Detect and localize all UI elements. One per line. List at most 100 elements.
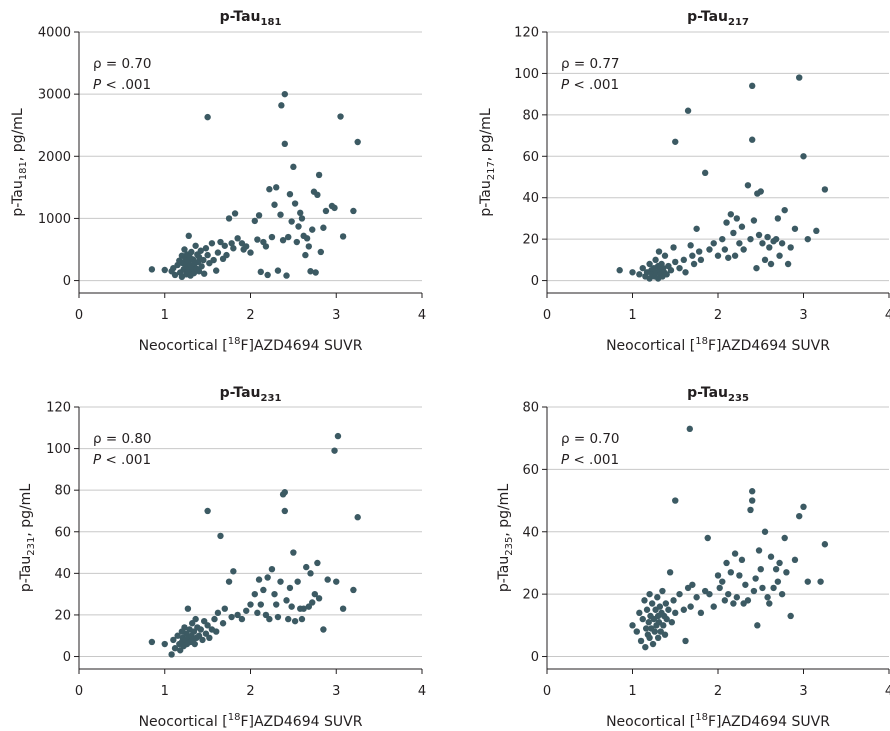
- data-point: [171, 271, 179, 279]
- data-point: [740, 246, 747, 253]
- data-point: [759, 584, 766, 592]
- x-axis-label: Neocortical [18F]AZD4694 SUVR: [606, 712, 830, 730]
- data-point: [706, 590, 713, 598]
- data-point: [191, 640, 198, 648]
- data-point: [213, 267, 220, 274]
- data-point: [752, 575, 759, 582]
- data-point: [787, 612, 794, 620]
- y-tick-label: 0: [63, 650, 71, 665]
- x-tick-label: 0: [75, 308, 83, 323]
- data-point: [738, 223, 746, 230]
- rho-annotation: ρ = 0.70: [93, 56, 152, 72]
- data-point: [744, 182, 752, 189]
- data-point: [283, 597, 290, 604]
- data-point: [817, 578, 824, 585]
- data-point: [247, 601, 254, 608]
- data-point: [294, 578, 301, 585]
- data-point: [656, 603, 664, 610]
- data-point: [642, 625, 650, 632]
- data-point: [648, 600, 656, 607]
- data-point: [225, 215, 233, 222]
- data-point: [733, 594, 741, 601]
- data-point: [719, 578, 726, 585]
- data-point: [281, 140, 288, 148]
- data-point: [298, 615, 306, 623]
- data-point: [273, 601, 280, 608]
- data-point: [742, 581, 749, 588]
- y-axis-label: p-Tau181, pg/mL: [10, 108, 29, 216]
- data-point: [168, 651, 175, 658]
- y-tick-label: 4000: [38, 26, 71, 41]
- data-point: [719, 235, 726, 243]
- data-point: [277, 578, 284, 585]
- data-point: [747, 235, 754, 243]
- data-point: [682, 637, 689, 645]
- data-point: [662, 600, 670, 607]
- panel-3: 0 20 40 60 80 0 1 2 3 4 p-Tau235 Neocortical [18F]A…: [496, 385, 890, 730]
- data-point: [725, 590, 732, 598]
- data-point: [230, 245, 237, 252]
- data-point: [312, 269, 319, 276]
- data-point: [181, 246, 188, 253]
- data-point: [200, 270, 208, 277]
- data-point: [639, 615, 646, 623]
- data-point: [234, 611, 241, 619]
- data-point: [213, 628, 220, 635]
- data-point: [731, 252, 739, 259]
- data-point: [721, 246, 729, 253]
- panel-0: 0 1000 2000 3000 4000 0 1 2 3 4 p-Tau181 Neocortica…: [10, 9, 426, 354]
- data-point: [738, 556, 746, 564]
- data-point: [686, 425, 693, 433]
- data-point: [268, 233, 276, 241]
- x-tick-label: 4: [418, 684, 426, 699]
- data-point: [210, 256, 217, 264]
- data-point: [221, 605, 228, 612]
- data-point: [714, 572, 722, 579]
- data-point: [268, 565, 276, 573]
- x-tick-label: 1: [161, 308, 169, 323]
- data-point: [778, 240, 786, 247]
- data-point: [639, 264, 646, 272]
- data-point: [636, 271, 643, 278]
- data-point: [298, 215, 306, 222]
- x-tick-label: 3: [799, 308, 807, 323]
- data-point: [730, 229, 737, 237]
- data-point: [271, 590, 278, 598]
- data-point: [266, 186, 273, 193]
- data-point: [214, 249, 222, 256]
- data-point: [730, 600, 737, 607]
- data-point: [254, 236, 261, 243]
- data-point: [204, 113, 211, 121]
- data-point: [781, 206, 788, 214]
- data-point: [204, 251, 211, 259]
- data-point: [228, 240, 235, 247]
- data-point: [767, 260, 775, 268]
- data-point: [291, 617, 299, 625]
- data-point: [225, 578, 233, 585]
- data-point: [314, 191, 321, 199]
- data-point: [257, 601, 264, 608]
- y-tick-label: 120: [514, 26, 539, 41]
- data-point: [148, 266, 156, 273]
- data-point: [774, 215, 782, 222]
- data-point: [672, 497, 679, 504]
- data-point: [665, 606, 672, 613]
- x-tick-label: 4: [885, 684, 890, 699]
- y-tick-label: 80: [522, 401, 539, 416]
- y-tick-label: 20: [522, 588, 539, 603]
- data-point: [761, 528, 769, 535]
- data-point: [667, 267, 675, 274]
- data-point: [772, 565, 780, 573]
- data-point: [646, 634, 653, 642]
- data-point: [766, 600, 773, 607]
- x-tick-label: 4: [885, 308, 890, 323]
- data-point: [689, 581, 696, 588]
- y-axis-label: p-Tau235, pg/mL: [496, 484, 515, 592]
- y-tick-label: 0: [531, 650, 539, 665]
- data-point: [354, 138, 361, 146]
- data-point: [185, 232, 192, 240]
- y-tick-label: 2000: [38, 150, 71, 165]
- data-point: [148, 638, 156, 646]
- x-tick-label: 0: [75, 684, 83, 699]
